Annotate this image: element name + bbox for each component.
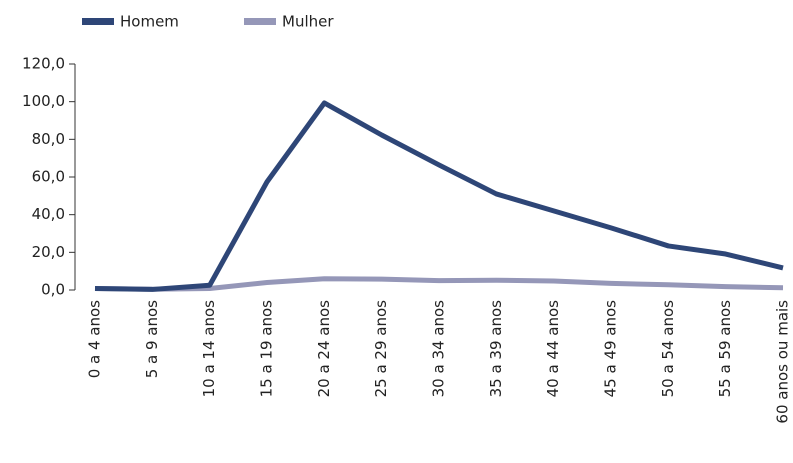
y-tick-label: 60,0 [32,168,65,186]
legend-swatch [244,18,276,25]
x-tick-label: 50 a 54 anos [659,300,677,398]
legend-swatch [82,18,114,25]
y-tick-label: 20,0 [32,243,65,261]
x-tick-label: 55 a 59 anos [716,300,734,398]
x-tick-label: 20 a 24 anos [315,300,333,398]
legend-label: Mulher [282,13,334,31]
y-tick-label: 100,0 [22,92,65,110]
x-tick-label: 10 a 14 anos [200,300,218,398]
y-tick-label: 0,0 [41,281,65,299]
legend-label: Homem [120,13,179,31]
x-tick-label: 35 a 39 anos [487,300,505,398]
x-tick-label: 60 anos ou mais [774,300,792,424]
x-tick-label: 0 a 4 anos [86,300,104,378]
x-tick-label: 40 a 44 anos [544,300,562,398]
x-tick-label: 30 a 34 anos [430,300,448,398]
y-tick-label: 40,0 [32,205,65,223]
line [94,276,784,292]
x-tick-label: 15 a 19 anos [258,300,276,398]
x-tick-label: 5 a 9 anos [143,300,161,378]
y-tick-label: 120,0 [22,55,65,73]
x-tick-label: 25 a 29 anos [372,300,390,398]
x-tick-label: 45 a 49 anos [602,300,620,398]
y-tick-label: 80,0 [32,130,65,148]
line [94,100,784,292]
